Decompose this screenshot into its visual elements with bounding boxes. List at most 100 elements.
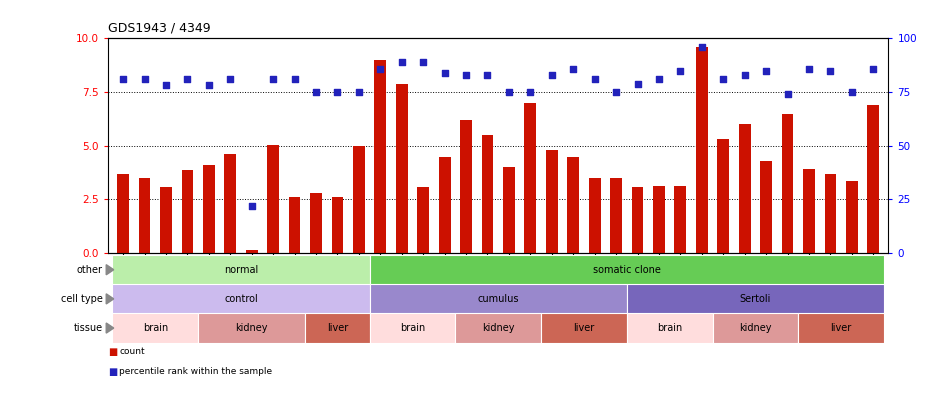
Point [501, 89, 516, 96]
Point [844, 89, 859, 96]
Bar [396, 83, 408, 253]
Bar [332, 197, 343, 253]
Bar [713, 313, 798, 343]
Bar [353, 146, 365, 253]
Bar [203, 165, 214, 253]
Text: kidney: kidney [235, 323, 268, 333]
Point [822, 67, 838, 74]
Point [437, 70, 452, 76]
Point [544, 72, 559, 78]
Text: cumulus: cumulus [478, 294, 519, 304]
Point [759, 67, 774, 74]
Point [287, 76, 302, 83]
Text: other: other [76, 265, 102, 275]
Bar [267, 145, 279, 253]
Point [244, 202, 259, 209]
Bar [289, 197, 301, 253]
Bar [503, 167, 515, 253]
Point [651, 76, 666, 83]
Text: ■: ■ [108, 347, 118, 357]
Text: cell type: cell type [60, 294, 102, 304]
Point [201, 81, 216, 88]
Point [415, 59, 431, 65]
Point [137, 76, 152, 83]
Point [223, 76, 238, 83]
Point [608, 89, 623, 96]
Point [588, 76, 603, 83]
Text: brain: brain [400, 323, 425, 333]
Bar [310, 193, 321, 253]
Bar [198, 313, 306, 343]
Bar [653, 185, 665, 253]
Point [630, 80, 645, 87]
Point [673, 67, 688, 74]
Bar [546, 150, 557, 253]
Point [330, 89, 345, 96]
Bar [627, 284, 884, 313]
Text: normal: normal [224, 265, 258, 275]
Bar [525, 103, 536, 253]
Text: liver: liver [831, 323, 852, 333]
Bar [541, 313, 627, 343]
Point [373, 65, 388, 72]
Bar [306, 313, 369, 343]
Bar [739, 124, 750, 253]
Point [180, 76, 195, 83]
Bar [846, 181, 858, 253]
Text: liver: liver [573, 323, 595, 333]
Bar [627, 313, 713, 343]
Text: somatic clone: somatic clone [593, 265, 661, 275]
Bar [481, 135, 494, 253]
Bar [803, 169, 815, 253]
Bar [824, 174, 837, 253]
Point [715, 76, 730, 83]
Point [352, 89, 367, 96]
Point [159, 81, 174, 88]
Point [308, 89, 323, 96]
Bar [568, 156, 579, 253]
Text: brain: brain [143, 323, 168, 333]
Point [695, 44, 710, 50]
Bar [675, 185, 686, 253]
Point [866, 65, 881, 72]
Bar [160, 187, 172, 253]
Bar [417, 187, 429, 253]
Bar [439, 156, 450, 253]
Bar [588, 178, 601, 253]
Bar [113, 255, 369, 284]
Bar [181, 171, 194, 253]
Text: liver: liver [327, 323, 348, 333]
Bar [632, 187, 643, 253]
Point [780, 91, 795, 98]
Point [459, 72, 474, 78]
Point [116, 76, 131, 83]
Bar [717, 139, 729, 253]
Bar [246, 250, 258, 253]
Bar [374, 60, 386, 253]
Bar [782, 113, 793, 253]
Bar [113, 284, 369, 313]
Bar [369, 255, 884, 284]
Bar [760, 161, 772, 253]
Bar [113, 313, 198, 343]
Point [566, 65, 581, 72]
Bar [461, 120, 472, 253]
Text: control: control [224, 294, 258, 304]
Bar [696, 47, 708, 253]
Text: brain: brain [657, 323, 682, 333]
Text: ■: ■ [108, 367, 118, 377]
Point [523, 89, 538, 96]
Text: GDS1943 / 4349: GDS1943 / 4349 [108, 21, 211, 34]
Point [737, 72, 752, 78]
Point [266, 76, 281, 83]
Bar [868, 105, 879, 253]
Text: kidney: kidney [482, 323, 514, 333]
Point [394, 59, 409, 65]
Bar [798, 313, 884, 343]
Text: Sertoli: Sertoli [740, 294, 771, 304]
Text: kidney: kidney [739, 323, 772, 333]
Bar [118, 174, 129, 253]
Bar [455, 313, 541, 343]
Bar [225, 154, 236, 253]
Point [802, 65, 817, 72]
